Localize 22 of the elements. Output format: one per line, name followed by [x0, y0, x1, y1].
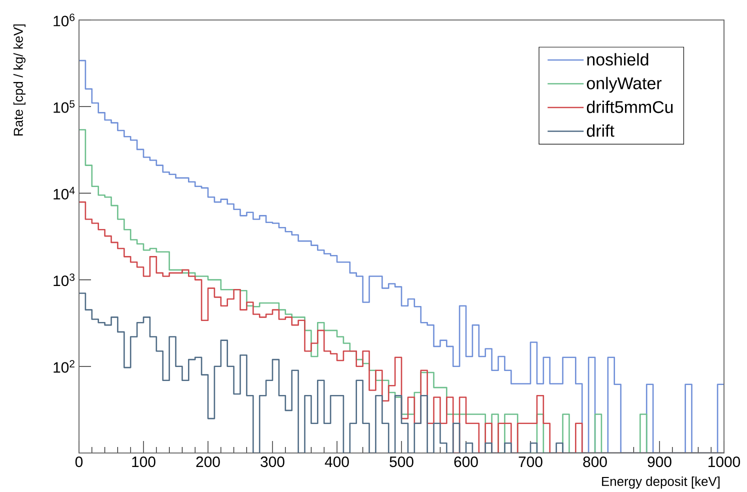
- legend-label: noshield: [587, 53, 648, 66]
- x-tick-label: 700: [518, 456, 542, 468]
- x-tick-label: 900: [648, 456, 672, 468]
- x-tick-label: 500: [390, 456, 414, 468]
- legend-label: drift5mmCu: [586, 100, 673, 114]
- y-tick-label: 10$^{3}$: [54, 273, 75, 286]
- y-tick-label: 10$^{6}$: [54, 14, 75, 26]
- y-tick-label: 10$^{4}$: [54, 186, 75, 200]
- x-tick-label: 300: [260, 456, 284, 468]
- x-tick-label: 800: [583, 456, 607, 468]
- x-tick-label: 0: [75, 456, 83, 468]
- legend-label: drift: [586, 124, 614, 137]
- y-axis-title: Rate [cpd / kg/ keV]: [13, 24, 26, 136]
- y-tick-label: 10$^{2}$: [54, 360, 74, 373]
- x-tick-label: 200: [196, 456, 220, 468]
- legend-label: onlyWater: [586, 76, 662, 93]
- x-tick-label: 400: [324, 456, 349, 468]
- y-tick-label: 10$^{5}$: [54, 100, 75, 113]
- x-tick-label: 600: [454, 456, 478, 468]
- x-tick-label: 1000: [708, 456, 740, 468]
- x-axis-title: Energy deposit [keV]: [602, 476, 720, 489]
- x-tick-label: 100: [132, 456, 156, 468]
